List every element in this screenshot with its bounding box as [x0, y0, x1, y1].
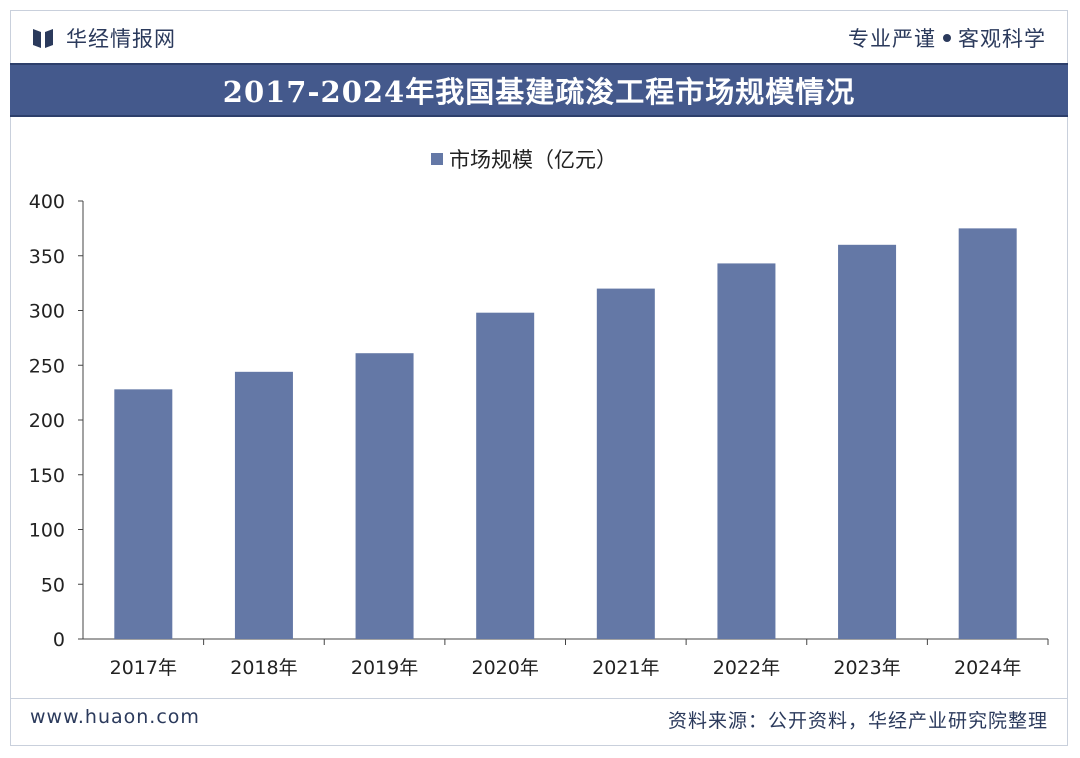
chart-title: 2017-2024年我国基建疏浚工程市场规模情况 — [222, 75, 856, 109]
slogan-right: 客观科学 — [958, 27, 1046, 51]
x-tick-label: 2024年 — [954, 657, 1021, 679]
y-tick-label: 200 — [29, 410, 65, 432]
title-bar: 2017-2024年我国基建疏浚工程市场规模情况 — [10, 63, 1068, 117]
y-tick-label: 350 — [29, 246, 65, 268]
brand[interactable]: 华经情报网 — [32, 22, 176, 54]
y-tick-label: 150 — [29, 465, 65, 487]
bar — [717, 263, 776, 639]
bar — [114, 389, 173, 639]
y-tick-label: 100 — [29, 520, 65, 542]
x-tick-label: 2020年 — [472, 657, 539, 679]
legend-swatch — [431, 153, 443, 165]
brand-name: 华经情报网 — [66, 27, 176, 51]
x-tick-label: 2017年 — [110, 657, 177, 679]
bar-chart: 市场规模（亿元） 0 50 100 150 200 250 300 350 400 2017年 201… — [29, 148, 1049, 679]
bar — [596, 288, 655, 639]
bar — [355, 353, 414, 639]
bar — [958, 228, 1017, 639]
book-logo-icon — [33, 29, 53, 48]
x-tick-label: 2018年 — [230, 657, 297, 679]
bar — [234, 371, 293, 639]
legend: 市场规模（亿元） — [431, 148, 617, 172]
y-tick-label: 50 — [41, 574, 65, 596]
source-note: 资料来源：公开资料，华经产业研究院整理 — [667, 710, 1048, 732]
x-tick-label: 2023年 — [833, 657, 900, 679]
bar — [476, 312, 535, 639]
slogan-dot-icon — [943, 34, 951, 42]
x-tick-label: 2021年 — [592, 657, 659, 679]
slogan: 专业严谨 客观科学 — [848, 22, 1046, 54]
y-tick-label: 250 — [29, 355, 65, 377]
footer-divider — [10, 698, 1068, 699]
website-link[interactable]: www.huaon.com — [30, 706, 200, 728]
x-tick-label: 2019年 — [351, 657, 418, 679]
slogan-left: 专业严谨 — [848, 27, 936, 51]
x-tick-label: 2022年 — [713, 657, 780, 679]
bar — [838, 244, 897, 640]
y-tick-label: 300 — [29, 301, 65, 323]
legend-label: 市场规模（亿元） — [449, 148, 617, 172]
y-tick-label: 0 — [53, 629, 65, 651]
chart-frame — [10, 10, 1068, 746]
y-tick-label: 400 — [29, 191, 65, 213]
top-bar: 华经情报网 专业严谨 客观科学 — [10, 12, 1068, 64]
